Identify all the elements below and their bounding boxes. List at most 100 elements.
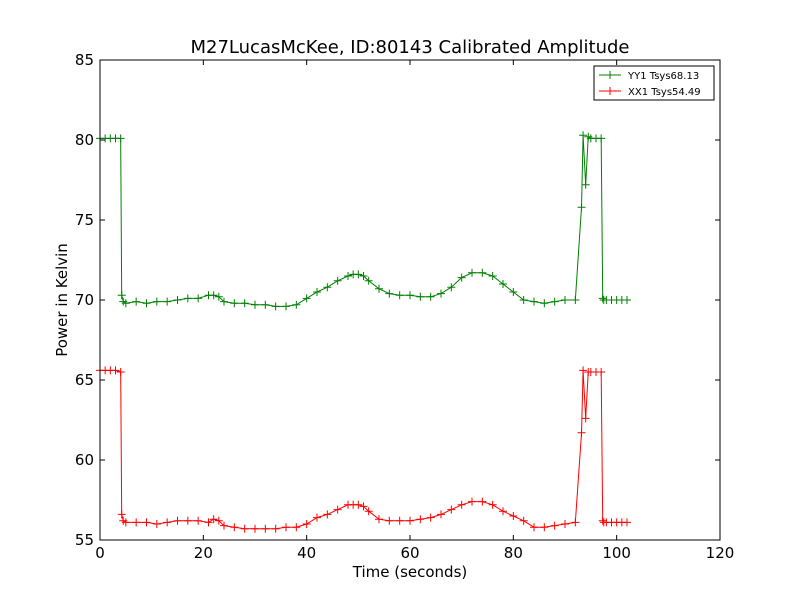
data-point [173,296,182,304]
data-point [359,502,368,511]
data-point [313,513,321,522]
data-point [598,516,607,525]
data-point [509,512,518,520]
y-tick-label: 80 [75,131,94,149]
data-point [214,292,223,301]
data-point [209,291,218,300]
data-point [426,513,435,522]
data-point [488,272,497,280]
data-point [354,270,363,279]
data-point [581,414,590,423]
data-point [163,518,172,527]
data-point [220,521,228,530]
x-tick-label: 100 [602,544,631,562]
data-point [116,368,125,376]
data-point [214,516,223,525]
data-point [579,131,588,140]
data-point [302,520,311,528]
data-point [354,500,363,509]
data-point [194,294,203,303]
data-point [395,291,404,300]
data-point [597,368,606,376]
data-point [359,272,368,280]
data-point [220,297,228,306]
data-point [344,272,352,280]
series-1 [96,131,631,311]
data-point [468,268,476,277]
data-point [183,516,192,525]
data-point [581,180,590,189]
data-point [540,523,549,532]
data-point [385,289,394,298]
data-point [364,276,373,285]
data-point [251,524,259,533]
data-point [173,516,182,525]
data-point [313,288,321,296]
data-point [230,299,239,308]
y-tick-label: 55 [75,531,94,549]
data-point [530,523,538,532]
data-point [437,510,445,519]
data-point [204,518,213,527]
data-point [292,300,301,309]
series-2 [96,366,631,533]
data-point [597,134,606,143]
data-point [571,296,580,304]
data-point [261,300,270,309]
x-axis: 0 20 40 60 80 100 120 [95,60,734,562]
data-point [121,518,130,527]
data-point [577,203,586,212]
data-point [571,518,580,527]
data-point [457,273,466,282]
data-point [271,524,280,533]
plot-area [96,59,721,541]
legend-marker [606,87,614,95]
series-line [100,135,627,307]
data-point [117,291,126,300]
data-point [406,291,414,300]
data-point [499,507,507,516]
data-point [282,302,290,311]
data-point [152,297,161,306]
legend-box [593,65,715,101]
data-point [416,292,425,301]
data-point [240,299,249,308]
data-point [598,294,607,303]
y-tick-label: 65 [75,371,94,389]
data-point [577,428,586,437]
data-point [447,283,456,292]
y-tick-label: 70 [75,291,94,309]
x-tick-label: 60 [400,544,419,562]
data-point [194,516,203,525]
data-point [117,510,126,519]
data-point [447,505,456,514]
x-tick-label: 20 [194,544,213,562]
data-point [561,520,569,528]
y-tick-label: 75 [75,211,94,229]
data-point [579,366,588,375]
chart-title: M27LucasMcKee, ID:80143 Calibrated Ampli… [191,37,630,58]
data-point [530,297,538,306]
data-point [116,134,125,143]
data-point [488,500,497,509]
data-point [323,283,332,292]
data-point [416,515,425,524]
data-point [240,524,249,533]
data-point [132,518,141,527]
data-point [142,299,151,308]
x-tick-label: 0 [95,544,105,562]
data-point [478,497,487,506]
data-point [121,299,130,308]
y-tick-label: 85 [75,51,94,69]
data-point [509,288,518,296]
legend-entry: XX1 Tsys54.49 [628,87,701,98]
y-axis: 55 60 65 70 75 80 85 [75,51,720,549]
data-point [519,516,528,525]
data-point [426,292,435,301]
legend: YY1 Tsys68.13 XX1 Tsys54.49 [593,65,715,101]
data-point [323,510,332,519]
data-point [261,524,270,533]
x-axis-label: Time (seconds) [352,563,468,581]
data-point [132,297,141,306]
